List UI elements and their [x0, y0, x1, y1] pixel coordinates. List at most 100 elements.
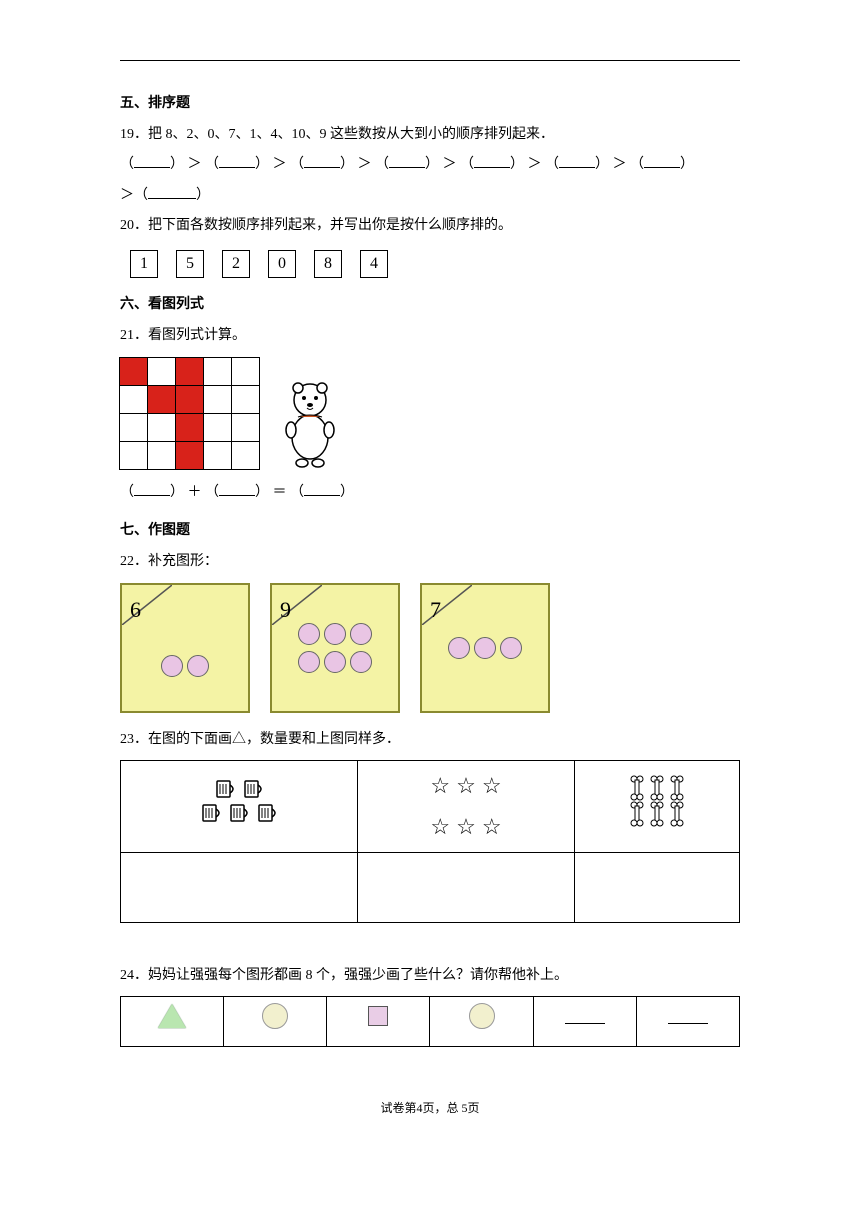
- q19-blanks-line1: （） ＞ （） ＞ （） ＞ （） ＞ （） ＞ （） ＞ （）: [120, 152, 740, 179]
- grid-cell: [203, 385, 232, 414]
- question-23: 23．在图的下面画△，数量要和上图同样多．: [120, 727, 740, 754]
- circles-row: [298, 651, 372, 673]
- card-label: 9: [280, 589, 291, 631]
- q23-answer-cell: [121, 852, 358, 922]
- bone-icon: [630, 775, 644, 801]
- grid-cell: [147, 413, 176, 442]
- mug-icon: [256, 801, 278, 825]
- q24-table: [120, 996, 740, 1047]
- q23-answer-cell: [358, 852, 575, 922]
- question-21: 21．看图列式计算。: [120, 323, 740, 350]
- circles-row: [298, 623, 372, 645]
- grid-cell: [175, 385, 204, 414]
- q19-text: 把 8、2、0、7、1、4、10、9 这些数按从大到小的顺序排列起来．: [148, 127, 554, 142]
- mug-icon: [214, 777, 236, 801]
- q23-answer-cell: [574, 852, 739, 922]
- q24-cell: [636, 996, 739, 1046]
- circle-icon: [350, 623, 372, 645]
- q19-blank: [219, 154, 255, 168]
- circles-row: [161, 655, 209, 677]
- section-5-title: 五、排序题: [120, 91, 740, 118]
- q21-blank: [219, 482, 255, 496]
- q23-image-cell: ☆☆☆☆☆☆: [358, 760, 575, 852]
- circle-icon: [350, 651, 372, 673]
- circle-icon: [298, 623, 320, 645]
- circle-icon: [187, 655, 209, 677]
- grid-cell: [231, 385, 260, 414]
- circle-icon: [448, 637, 470, 659]
- q19-blank: [389, 154, 425, 168]
- q22-card: 6: [120, 583, 250, 713]
- q21-number: 21．: [120, 328, 148, 343]
- q22-cards: 6 9 7: [120, 583, 740, 713]
- bone-icon: [670, 775, 684, 801]
- bone-icon: [650, 801, 664, 827]
- grid-cell: [203, 357, 232, 386]
- circle-icon: [161, 655, 183, 677]
- q24-text: 妈妈让强强每个图形都画 8 个，强强少画了些什么？请你帮他补上。: [148, 968, 568, 983]
- q24-cell: [430, 996, 533, 1046]
- q20-number-box: 2: [222, 250, 250, 278]
- top-rule: [120, 60, 740, 61]
- q21-text: 看图列式计算。: [148, 328, 246, 343]
- circle-icon: [324, 651, 346, 673]
- circle-icon: [324, 623, 346, 645]
- circle-icon: [262, 1003, 288, 1029]
- q23-image-cell: [574, 760, 739, 852]
- section-7-title: 七、作图题: [120, 518, 740, 545]
- mug-icon: [200, 801, 222, 825]
- section-6-title: 六、看图列式: [120, 292, 740, 319]
- q20-number: 20．: [120, 218, 148, 233]
- question-24: 24．妈妈让强强每个图形都画 8 个，强强少画了些什么？请你帮他补上。: [120, 963, 740, 990]
- q19-blank: [148, 185, 196, 199]
- circle-icon: [469, 1003, 495, 1029]
- star-icon: ☆: [430, 806, 450, 848]
- star-icon: ☆: [482, 765, 502, 807]
- square-icon: [368, 1006, 388, 1026]
- grid-cell: [119, 441, 148, 470]
- star-icon: ☆: [456, 765, 476, 807]
- q21-equation: （） ＋ （） ＝ （）: [120, 480, 740, 507]
- star-icon: ☆: [456, 806, 476, 848]
- star-icon: ☆: [482, 806, 502, 848]
- q23-number: 23．: [120, 732, 148, 747]
- q22-text: 补充图形：: [148, 554, 218, 569]
- q19-number: 19．: [120, 127, 148, 142]
- page-footer: 试卷第4页，总 5页: [120, 1097, 740, 1120]
- q24-cell: [533, 996, 636, 1046]
- q19-blank: [559, 154, 595, 168]
- question-20: 20．把下面各数按顺序排列起来，并写出你是按什么顺序排的。: [120, 213, 740, 240]
- q20-number-box: 4: [360, 250, 388, 278]
- q23-text: 在图的下面画△，数量要和上图同样多．: [148, 732, 400, 747]
- grid-cell: [119, 385, 148, 414]
- q22-number: 22．: [120, 554, 148, 569]
- circle-icon: [500, 637, 522, 659]
- grid-cell: [175, 413, 204, 442]
- grid-cell: [147, 441, 176, 470]
- triangle-icon: [158, 1004, 186, 1028]
- q19-blanks-line2: ＞（）: [120, 183, 740, 210]
- q24-blank: [565, 1023, 605, 1024]
- grid-cell: [203, 441, 232, 470]
- q24-number: 24．: [120, 968, 148, 983]
- card-label: 6: [130, 589, 141, 631]
- q23-table: ☆☆☆☆☆☆: [120, 760, 740, 923]
- q24-cell: [224, 996, 327, 1046]
- circle-icon: [298, 651, 320, 673]
- grid-cell: [175, 357, 204, 386]
- q24-cell: [121, 996, 224, 1046]
- q19-blank: [474, 154, 510, 168]
- bone-icon: [670, 801, 684, 827]
- q19-blank: [134, 154, 170, 168]
- circles-row: [448, 637, 522, 659]
- q20-number-box: 8: [314, 250, 342, 278]
- q20-number-box: 1: [130, 250, 158, 278]
- q20-number-box: 5: [176, 250, 204, 278]
- mug-icon: [228, 801, 250, 825]
- q24-cell: [327, 996, 430, 1046]
- q21-blank: [304, 482, 340, 496]
- mug-icon: [242, 777, 264, 801]
- card-label: 7: [430, 589, 441, 631]
- bear-icon: [280, 375, 340, 470]
- bone-icon: [650, 775, 664, 801]
